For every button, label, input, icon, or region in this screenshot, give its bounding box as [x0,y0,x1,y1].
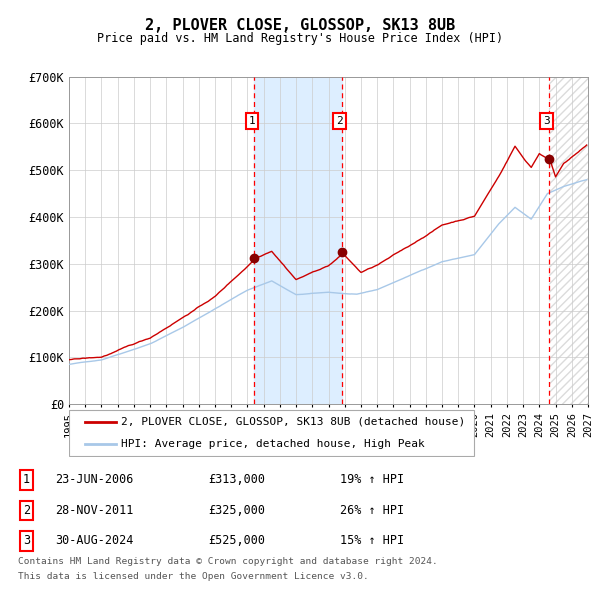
Text: 23-JUN-2006: 23-JUN-2006 [55,473,134,486]
Text: HPI: Average price, detached house, High Peak: HPI: Average price, detached house, High… [121,439,425,449]
Bar [254,77,342,404]
Text: £525,000: £525,000 [208,535,265,548]
Text: £313,000: £313,000 [208,473,265,486]
FancyBboxPatch shape [69,410,474,456]
Text: 19% ↑ HPI: 19% ↑ HPI [340,473,404,486]
Text: 1: 1 [23,473,30,486]
Text: 30-AUG-2024: 30-AUG-2024 [55,535,134,548]
Text: This data is licensed under the Open Government Licence v3.0.: This data is licensed under the Open Gov… [18,572,368,581]
Text: 2, PLOVER CLOSE, GLOSSOP, SK13 8UB (detached house): 2, PLOVER CLOSE, GLOSSOP, SK13 8UB (deta… [121,417,465,427]
Bar [549,77,596,404]
Text: 15% ↑ HPI: 15% ↑ HPI [340,535,404,548]
Text: 2: 2 [23,504,30,517]
Text: 28-NOV-2011: 28-NOV-2011 [55,504,134,517]
Text: 2, PLOVER CLOSE, GLOSSOP, SK13 8UB: 2, PLOVER CLOSE, GLOSSOP, SK13 8UB [145,18,455,33]
Text: £325,000: £325,000 [208,504,265,517]
Text: Contains HM Land Registry data © Crown copyright and database right 2024.: Contains HM Land Registry data © Crown c… [18,556,437,566]
Bar [549,77,596,404]
Text: 3: 3 [543,116,550,126]
Text: 2: 2 [336,116,343,126]
Text: Price paid vs. HM Land Registry's House Price Index (HPI): Price paid vs. HM Land Registry's House … [97,32,503,45]
Text: 3: 3 [23,535,30,548]
Text: 1: 1 [248,116,255,126]
Text: 26% ↑ HPI: 26% ↑ HPI [340,504,404,517]
